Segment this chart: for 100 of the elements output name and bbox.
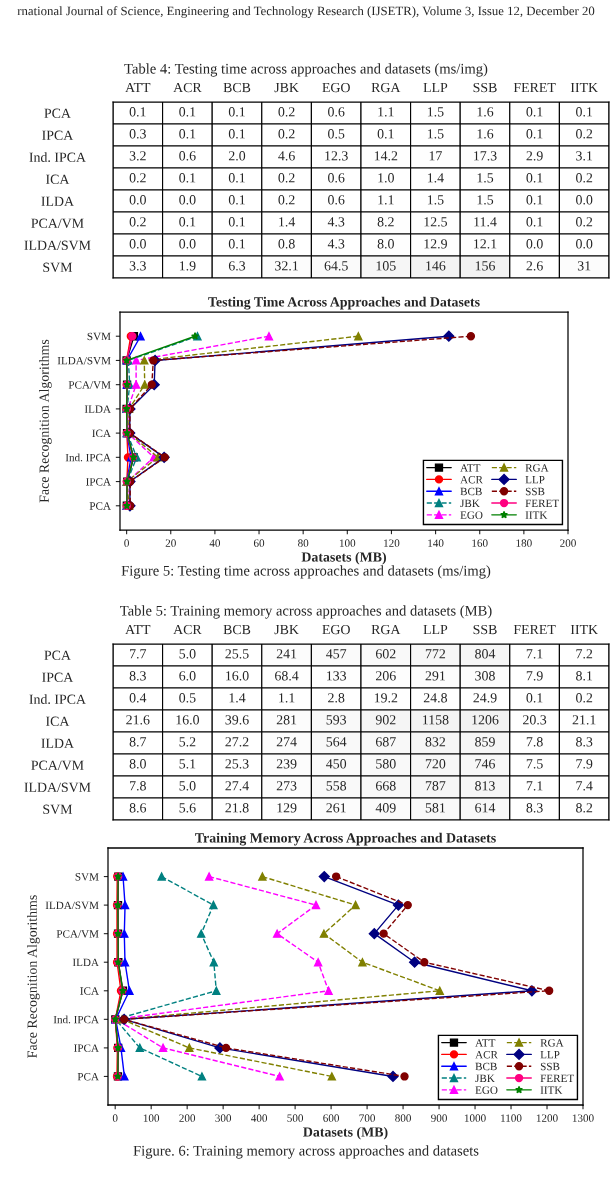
data-label: 1.5 — [477, 173, 494, 183]
data-label: 0.2 — [278, 107, 295, 117]
data-label: 3.3 — [129, 261, 146, 271]
data-label: 4.6 — [278, 151, 295, 161]
data-label: 6.3 — [228, 261, 246, 271]
data-label: 0.3 — [129, 129, 146, 139]
x-tick-label: RGA — [371, 82, 401, 93]
data-label: 1.4 — [427, 173, 444, 183]
y-tick-label: PCA/VM — [56, 930, 99, 938]
data-label: 1158 — [422, 715, 449, 725]
data-label: 2.9 — [526, 151, 543, 161]
data-label: 8.1 — [576, 671, 593, 681]
data-label: 8.0 — [129, 759, 146, 769]
data-label: 105 — [376, 261, 396, 271]
data-label: 0.0 — [526, 239, 543, 249]
data-label: 409 — [375, 803, 396, 813]
legend-label: FERET — [540, 1074, 574, 1082]
y-tick-label: Ind. IPCA — [29, 694, 86, 705]
y-tick-label: ILDA/SVM — [57, 356, 111, 365]
y-tick-label: ICA — [92, 429, 111, 438]
legend-label: IITK — [525, 511, 548, 519]
caption: Figure 5: Testing time across approaches and datasets (ms/img) — [121, 565, 491, 579]
data-label: 0.1 — [576, 107, 593, 117]
y-tick-label: PCA/VM — [68, 381, 111, 389]
x-tick-label: ACR — [173, 82, 202, 93]
data-label: 0.2 — [278, 195, 295, 205]
data-label: 1.4 — [229, 693, 246, 703]
data-label: 0.0 — [576, 195, 593, 205]
data-label: 6.0 — [179, 671, 196, 681]
x-tick-label: 40 — [209, 539, 221, 547]
data-label: 16.0 — [226, 671, 249, 681]
x-tick-label: 1300 — [572, 1114, 594, 1122]
data-label: 8.7 — [129, 737, 147, 747]
x-tick-label: 0 — [124, 539, 129, 547]
data-label: 0.0 — [129, 239, 146, 249]
data-label: 7.9 — [526, 671, 543, 681]
data-label: 1.1 — [279, 693, 295, 703]
x-tick-label: SSB — [473, 624, 497, 635]
data-label: 0.8 — [278, 239, 295, 249]
data-label: 1.4 — [279, 217, 296, 227]
y-tick-label: PCA/VM — [31, 218, 84, 229]
data-label: 720 — [425, 759, 446, 769]
data-label: 5.2 — [179, 737, 196, 747]
legend-label: EGO — [460, 511, 483, 519]
x-tick-label: 180 — [516, 539, 532, 547]
y-tick-label: ILDA — [72, 958, 99, 967]
data-label: 0.2 — [576, 217, 593, 227]
data-label: 558 — [326, 781, 347, 791]
data-label: 0.2 — [278, 173, 295, 183]
data-label: 0.0 — [179, 195, 196, 205]
y-tick-label: ILDA/SVM — [24, 782, 91, 793]
data-label: 2.8 — [328, 693, 345, 703]
data-label: 133 — [327, 671, 347, 681]
data-label: 0.1 — [228, 107, 245, 117]
legend-label: BCB — [460, 487, 482, 496]
y-tick-label: IPCA — [74, 1044, 99, 1052]
data-label: 0.1 — [526, 129, 543, 139]
data-label: 0.1 — [228, 195, 245, 205]
data-label: 20.3 — [523, 715, 547, 725]
data-label: 7.4 — [576, 781, 593, 791]
y-tick-label: SVM — [43, 804, 73, 815]
y-tick-label: ICA — [45, 174, 70, 184]
data-label: 7.8 — [526, 737, 543, 747]
data-label: 787 — [425, 781, 446, 791]
data-label: 8.3 — [526, 803, 543, 813]
x-tick-label: 100 — [339, 539, 356, 547]
data-label: 7.8 — [130, 781, 146, 791]
chart-title: Training Memory Across Approaches and Datasets — [195, 832, 496, 846]
y-tick-label: Ind. IPCA — [53, 1015, 99, 1024]
legend-label: IITK — [540, 1086, 563, 1094]
data-label: 5.1 — [179, 759, 196, 769]
x-tick-label: ACR — [173, 624, 202, 635]
x-tick-label: 500 — [287, 1114, 304, 1122]
data-label: 21.8 — [225, 803, 249, 813]
data-label: 7.5 — [526, 759, 543, 769]
data-label: 0.6 — [328, 107, 345, 117]
data-label: 129 — [277, 803, 297, 813]
legend-label: JBK — [460, 499, 480, 508]
data-label: 21.6 — [126, 715, 150, 725]
data-label: 5.0 — [179, 781, 196, 791]
data-label: 0.2 — [576, 129, 593, 139]
y-tick-label: ILDA — [41, 196, 74, 206]
x-tick-label: EGO — [322, 82, 350, 93]
data-label: 274 — [276, 737, 297, 747]
x-tick-label: 1200 — [536, 1114, 558, 1122]
data-label: 0.1 — [526, 693, 543, 703]
x-tick-label: 60 — [253, 539, 265, 547]
data-label: 581 — [425, 803, 445, 813]
x-tick-label: JBK — [274, 625, 299, 635]
y-axis-title: Face Recognition Algorithms — [27, 895, 40, 1058]
x-tick-label: 0 — [112, 1114, 118, 1122]
data-label: 0.1 — [228, 217, 245, 227]
x-tick-label: LLP — [423, 83, 448, 93]
data-label: 14.2 — [374, 151, 398, 161]
legend-label: SSB — [540, 1062, 560, 1071]
chart-title: Testing Time Across Approaches and Datasets — [208, 296, 480, 310]
data-label: 902 — [375, 715, 396, 725]
legend-label: EGO — [475, 1086, 498, 1094]
x-tick-label: 20 — [165, 539, 176, 547]
x-tick-label: 1100 — [501, 1114, 522, 1122]
